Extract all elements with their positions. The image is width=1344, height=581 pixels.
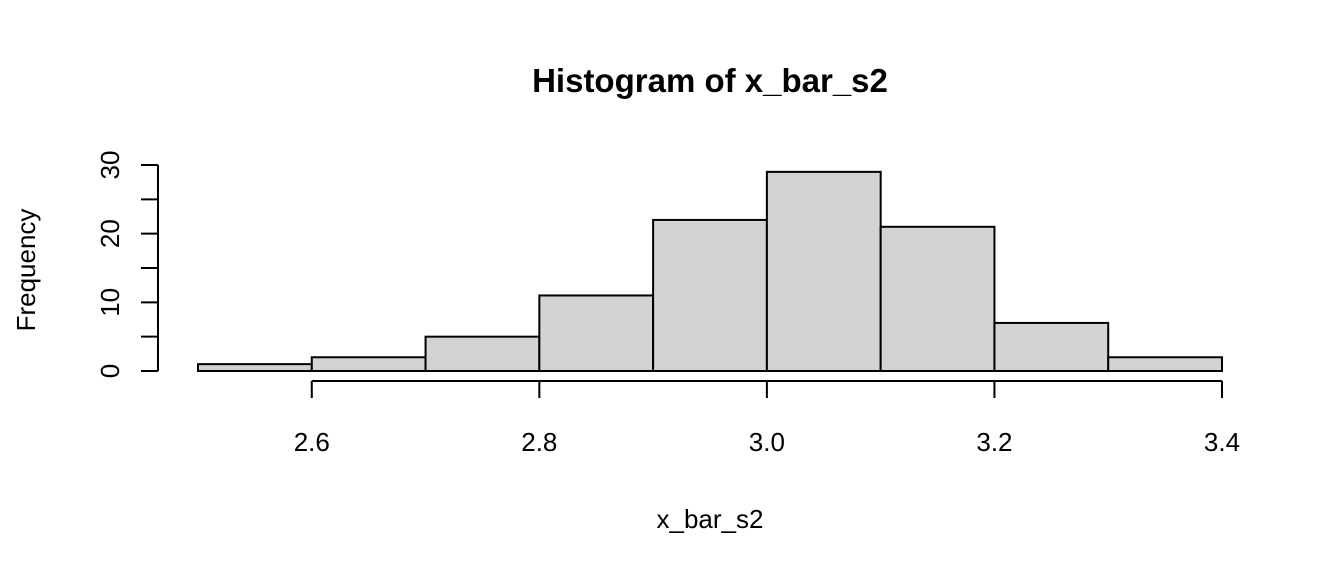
- x-tick-label: 3.0: [749, 427, 785, 457]
- histogram-bar: [993, 321, 1110, 372]
- x-tick-label: 3.2: [976, 427, 1012, 457]
- x-tick-label: 3.4: [1204, 427, 1240, 457]
- y-tick-label: 0: [95, 364, 125, 378]
- histogram-bar: [1107, 356, 1223, 372]
- histogram-bar: [652, 218, 768, 372]
- histogram-bar: [310, 356, 427, 372]
- histogram-bar: [765, 170, 882, 372]
- chart-title: Histogram of x_bar_s2: [532, 62, 888, 99]
- x-axis: 2.6 2.8 3.0 3.2 3.4: [294, 380, 1240, 457]
- y-axis: 0 10 20 30: [95, 151, 159, 378]
- x-tick-label: 2.8: [521, 427, 557, 457]
- x-axis-label: x_bar_s2: [657, 504, 764, 534]
- y-axis-label: Frequency: [11, 209, 41, 332]
- histogram-bar: [424, 335, 541, 372]
- x-tick-label: 2.6: [294, 427, 330, 457]
- histogram-bar: [197, 363, 313, 372]
- y-tick-label: 20: [95, 219, 125, 248]
- y-tick-label: 30: [95, 151, 125, 180]
- histogram-bar: [879, 225, 996, 372]
- y-tick-label: 10: [95, 288, 125, 317]
- histogram-bar: [538, 294, 655, 373]
- histogram-bars: [197, 170, 1223, 373]
